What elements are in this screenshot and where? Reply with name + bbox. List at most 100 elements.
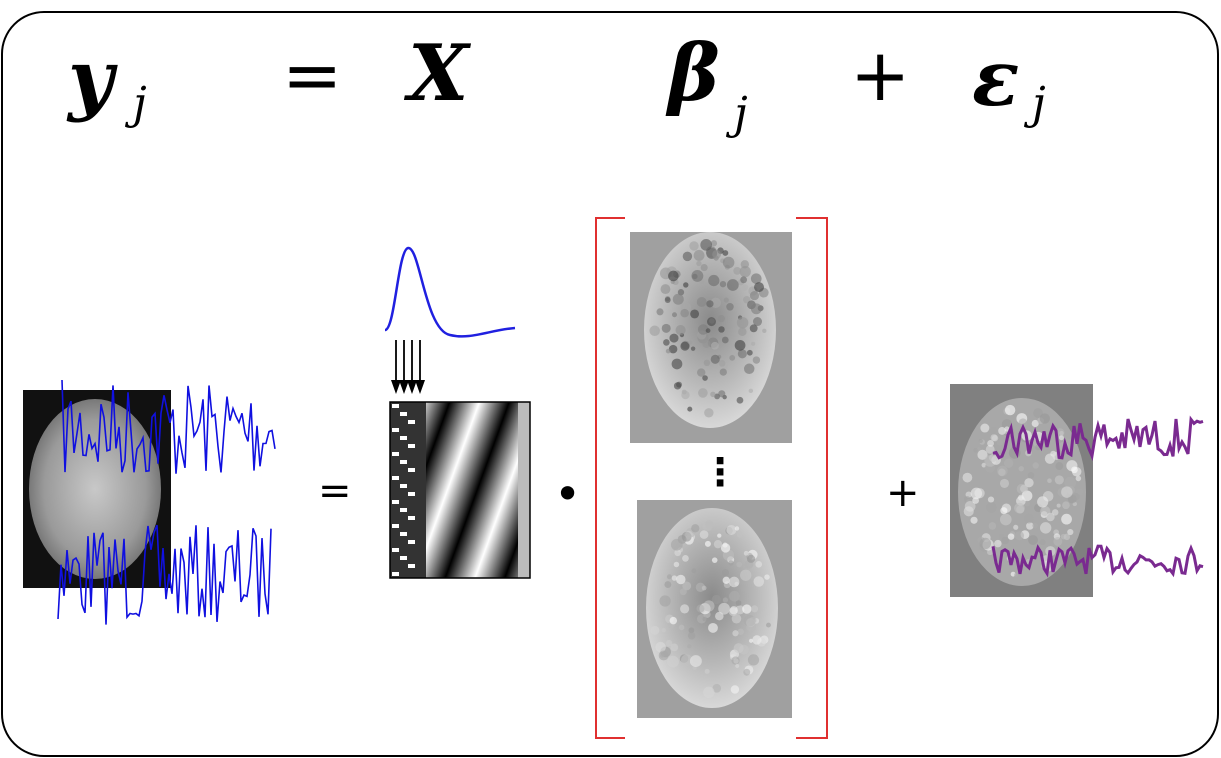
texture [710,240,718,247]
texture [1018,494,1025,501]
texture [999,513,1012,526]
texture [701,585,707,591]
texture [718,390,726,398]
texture [712,683,722,693]
arrow-heads [391,380,425,394]
operator: • [554,467,581,521]
texture [661,628,666,633]
texture [1067,528,1074,536]
event-blocks [392,404,415,576]
texture [688,340,693,345]
event-block [408,444,415,448]
texture [987,439,994,447]
texture [656,308,664,316]
texture [980,423,990,433]
event-block [400,436,407,440]
event-block [408,492,415,496]
texture [1013,524,1019,530]
texture [673,382,682,390]
texture [681,390,690,400]
texture [712,249,722,259]
texture [751,605,759,613]
texture [970,487,983,500]
texture [764,574,770,580]
texture [978,438,983,444]
texture [717,533,722,538]
texture [736,561,742,568]
texture [702,339,711,348]
texture [1046,512,1055,522]
texture [680,341,690,351]
texture [658,650,669,661]
texture [671,358,683,370]
timeseries [991,544,1204,578]
texture [1072,493,1080,501]
event-block [400,532,407,536]
texture [706,300,714,308]
texture [687,406,693,412]
texture [1051,509,1059,516]
texture [743,668,751,676]
texture [740,569,752,581]
texture [1023,513,1034,524]
texture [728,560,734,566]
texture [1033,408,1043,418]
texture [699,530,709,539]
texture [987,496,995,503]
texture [737,628,744,635]
event-block [392,404,399,408]
texture [704,668,710,674]
texture [1032,462,1039,469]
event-block [408,540,415,544]
texture [738,327,747,336]
texture [729,354,736,361]
bracket-left [595,217,625,739]
equation-symbol: β [665,28,720,119]
texture [751,341,756,346]
event-block [408,420,415,424]
texture [762,328,767,333]
texture [1003,458,1014,468]
texture [670,538,683,551]
event-block [392,428,399,432]
texture [715,611,724,621]
texture [1004,426,1010,432]
texture [1019,484,1028,493]
texture [667,655,679,668]
texture [670,643,679,652]
texture [703,686,715,699]
texture [691,524,700,533]
texture [1013,573,1019,578]
texture [722,576,730,584]
texture [689,241,699,251]
texture [1018,418,1028,427]
texture [691,568,697,574]
texture [735,605,745,615]
texture [736,316,749,329]
texture [989,427,998,435]
texture [999,478,1010,488]
texture [687,644,692,649]
event-block [392,548,399,552]
texture [1056,503,1061,508]
vertical-ellipsis: ⋮ [701,450,739,494]
texture [1071,466,1078,474]
texture [705,520,714,529]
texture [726,279,739,291]
texture [1061,513,1072,525]
texture [668,270,679,282]
texture [688,627,695,634]
texture [707,317,716,327]
texture [753,576,765,587]
event-block [408,468,415,472]
texture [1001,536,1009,545]
texture [649,325,660,337]
texture [735,600,742,606]
texture [704,408,714,418]
event-block [392,524,399,528]
texture [1064,476,1077,489]
texture [713,540,723,549]
texture [703,600,715,612]
texture [972,497,980,504]
texture [1032,522,1038,529]
